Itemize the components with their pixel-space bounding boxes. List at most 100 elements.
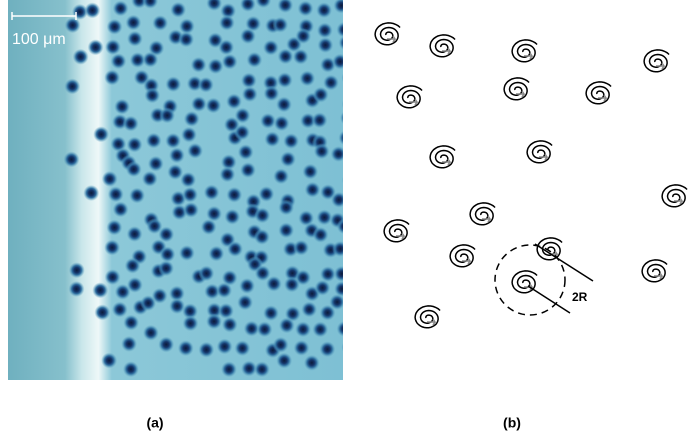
pit <box>254 361 270 377</box>
pit <box>159 107 175 123</box>
scale-label: 100 μm <box>12 31 66 48</box>
pit <box>241 73 257 89</box>
pit <box>218 39 234 55</box>
spiral <box>644 50 669 72</box>
spiral-arrow <box>539 154 547 160</box>
pit <box>123 315 139 331</box>
pit <box>238 144 254 160</box>
spiral-arrow <box>598 95 606 101</box>
pit <box>331 146 347 162</box>
pit <box>254 207 270 223</box>
pit <box>216 282 232 298</box>
pit <box>342 172 358 188</box>
pit <box>295 321 311 337</box>
pit <box>112 302 128 318</box>
pit <box>204 184 220 200</box>
radius-line <box>528 286 570 313</box>
pit <box>64 78 80 94</box>
pit <box>84 2 100 18</box>
spiral <box>512 40 537 62</box>
pit <box>64 151 80 167</box>
pit <box>258 186 274 202</box>
spiral <box>662 185 687 207</box>
pit <box>201 219 217 235</box>
pit <box>246 52 262 68</box>
spiral <box>527 141 552 163</box>
pit <box>280 151 296 167</box>
pit <box>224 209 240 225</box>
pit <box>221 361 237 377</box>
spiral-arrow <box>442 159 450 165</box>
pit <box>301 301 317 317</box>
caption: (a) <box>146 415 163 431</box>
pit <box>219 15 235 31</box>
pit <box>295 28 311 44</box>
pit <box>332 241 348 257</box>
pit <box>73 49 89 65</box>
pit <box>317 37 333 53</box>
spiral-arrow <box>516 91 524 97</box>
pit <box>219 166 235 182</box>
pit <box>314 143 330 159</box>
spiral-arrow <box>427 319 435 325</box>
pit <box>187 143 203 159</box>
pit <box>93 126 109 142</box>
spiral <box>450 245 475 267</box>
spiral-arrow <box>387 36 395 42</box>
pit <box>121 336 137 352</box>
pit <box>239 278 255 294</box>
pit <box>165 133 181 149</box>
pit <box>183 202 199 218</box>
pit <box>273 168 289 184</box>
pit <box>198 265 214 281</box>
pit <box>127 226 143 242</box>
pit <box>146 133 162 149</box>
pit <box>234 340 250 356</box>
radius-line <box>535 244 593 281</box>
pit <box>178 340 194 356</box>
pit <box>126 161 142 177</box>
pit <box>338 35 354 51</box>
pit <box>198 77 214 93</box>
pit <box>101 353 117 369</box>
pit <box>140 295 156 311</box>
pit <box>317 22 333 38</box>
spiral-arrow <box>654 273 662 279</box>
spiral-arrow <box>674 198 682 204</box>
pit <box>113 201 129 217</box>
pit <box>312 112 328 128</box>
pit <box>299 70 315 86</box>
pit <box>106 220 122 236</box>
pit <box>329 294 345 310</box>
pit <box>208 246 224 262</box>
pit <box>293 240 309 256</box>
spiral <box>642 260 667 282</box>
pit <box>108 186 124 202</box>
spiral-arrow <box>524 53 532 59</box>
pit <box>158 337 174 353</box>
pit <box>276 97 292 113</box>
pit <box>276 353 292 369</box>
dashed-circle <box>495 245 565 315</box>
pit <box>313 227 329 243</box>
pit <box>217 339 233 355</box>
pit <box>304 355 320 371</box>
pit <box>104 240 120 256</box>
pit <box>183 315 199 331</box>
pit <box>144 87 160 103</box>
pit <box>334 266 350 282</box>
pit <box>191 96 207 112</box>
pit <box>165 76 181 92</box>
microscopy-image <box>8 0 358 380</box>
pit <box>92 282 108 298</box>
spiral <box>397 86 422 108</box>
spiral-arrow <box>409 99 417 105</box>
pit <box>158 260 174 276</box>
pit <box>293 49 309 65</box>
pit <box>237 294 253 310</box>
pit <box>235 108 251 124</box>
pit <box>142 171 158 187</box>
pit <box>319 341 335 357</box>
pit <box>284 277 300 293</box>
pit <box>257 321 273 337</box>
